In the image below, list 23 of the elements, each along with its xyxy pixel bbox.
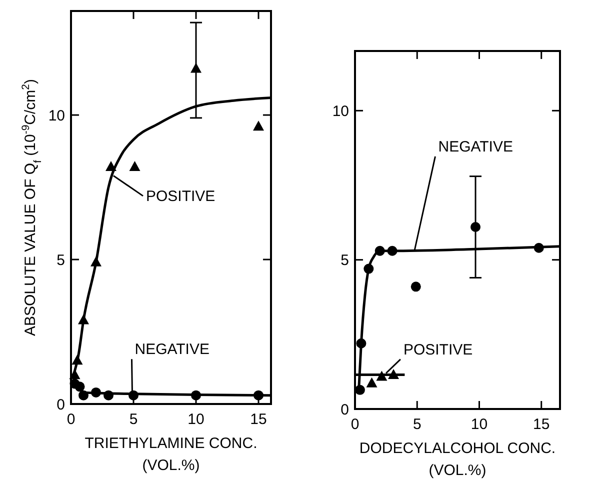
point [253,120,264,131]
x-axis-title: TRIETHYLAMINE CONC. (VOL.%) [84,435,258,474]
x-tick-label: 15 [250,411,267,428]
point [129,161,140,172]
y-tick-label: 0 [56,396,65,414]
point [366,377,378,388]
point [190,62,202,73]
x-tick-label: 10 [470,416,488,433]
y-tick-label: 10 [332,102,349,120]
y-tick-label: 5 [340,252,349,270]
series-label: POSITIVE [403,341,473,358]
x-tick-label: 5 [129,411,138,428]
point [470,222,481,232]
x-tick-label: 5 [412,416,422,433]
y-tick-label: 5 [56,252,65,269]
x-axis-title: DODECYLALCOHOL CONC. (VOL.%) [359,440,556,479]
x-tick-label: 10 [188,411,204,428]
text: POSITIVE [146,188,216,205]
text: NEGATIVE [134,341,210,358]
point [410,282,421,292]
y-tick-label: 10 [48,107,65,124]
x-tick-label: 15 [533,416,550,433]
text: NEGATIVE [438,138,513,156]
